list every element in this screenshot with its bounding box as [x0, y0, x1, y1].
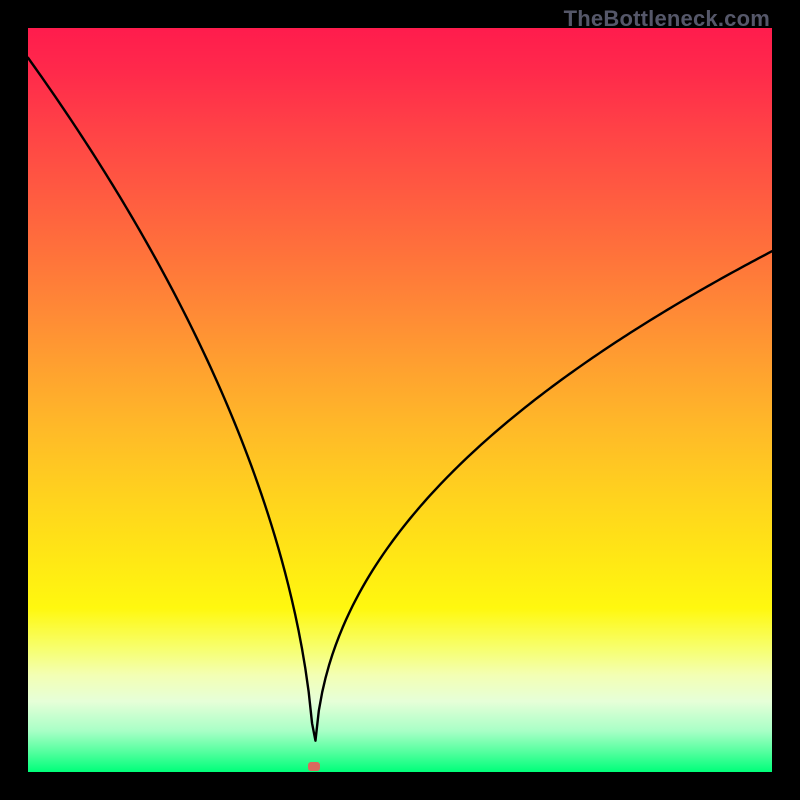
- curve-path: [28, 58, 772, 741]
- watermark-text: TheBottleneck.com: [564, 6, 770, 32]
- optimum-marker: [308, 762, 320, 771]
- chart-stage: TheBottleneck.com: [0, 0, 800, 800]
- bottleneck-curve: [28, 28, 772, 772]
- plot-area: [28, 28, 772, 772]
